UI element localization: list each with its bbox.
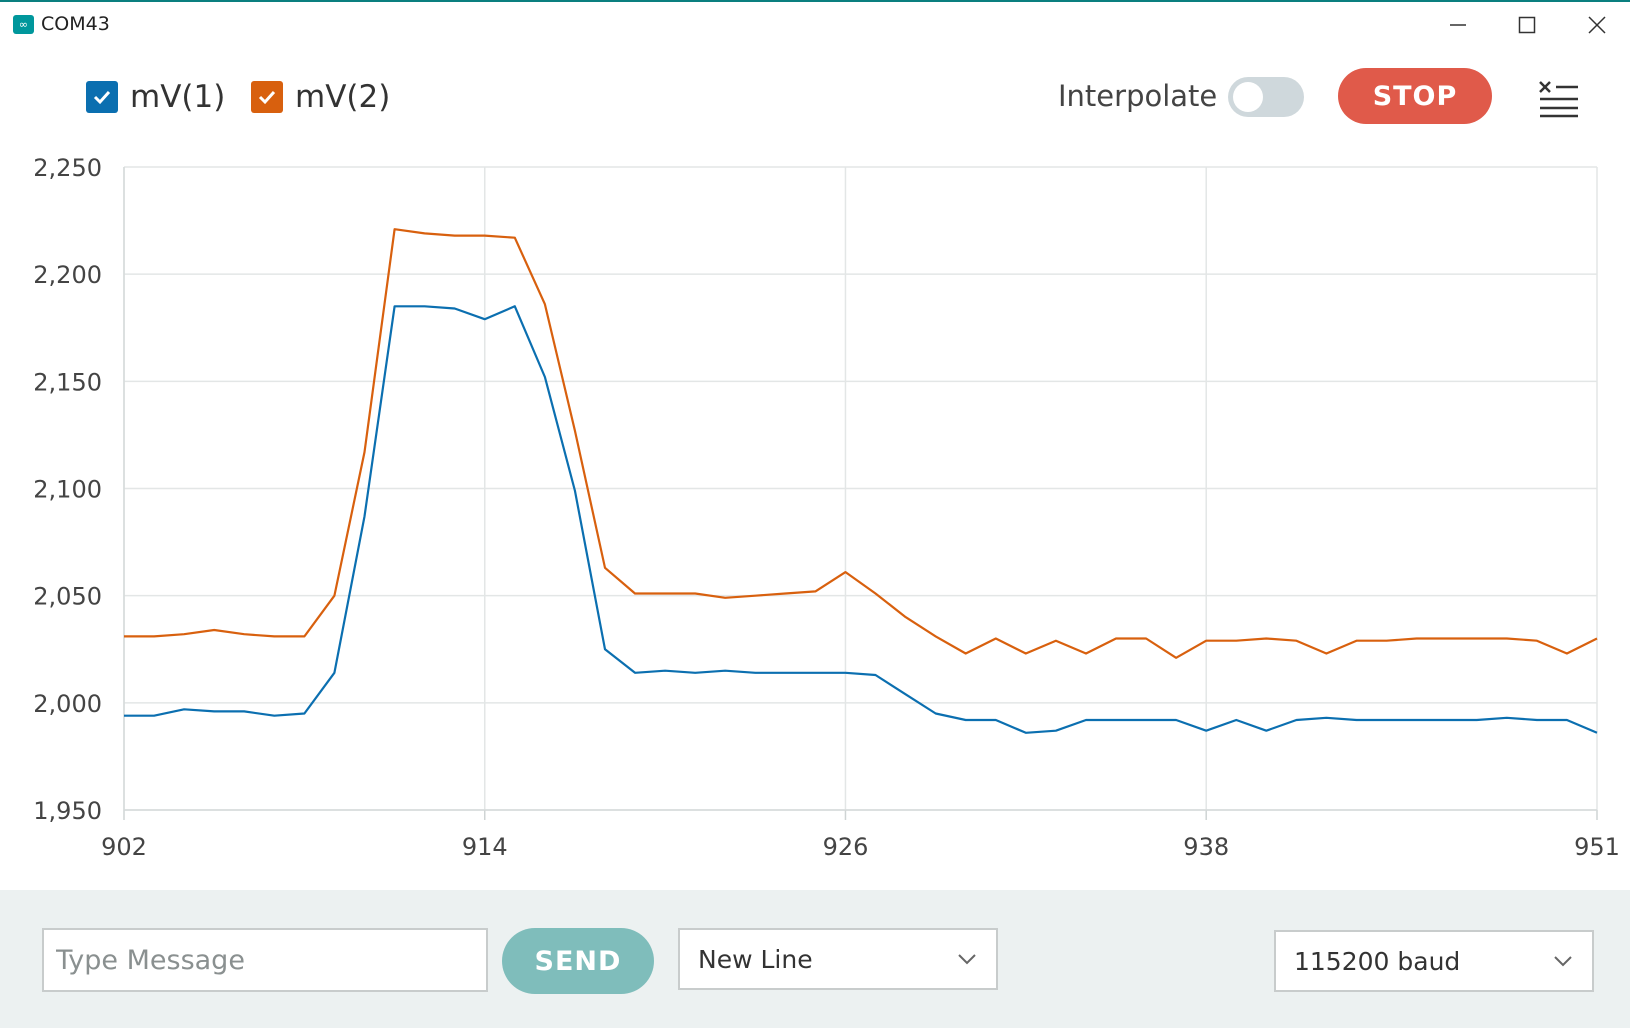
y-tick-label: 2,250 — [33, 154, 102, 182]
legend-label-mv2: mV(2) — [295, 79, 391, 115]
title-bar: ∞ COM43 — [0, 0, 1630, 46]
serial-input-bar: SEND New Line 115200 baud — [0, 890, 1630, 1028]
x-tick-label: 914 — [462, 833, 508, 861]
baud-rate-value: 115200 baud — [1294, 946, 1461, 976]
minimize-icon — [1450, 24, 1466, 26]
legend-item-mv2[interactable]: mV(2) — [251, 79, 390, 115]
chevron-down-icon — [952, 944, 982, 974]
interpolate-label: Interpolate — [1058, 79, 1218, 113]
baud-rate-select[interactable]: 115200 baud — [1274, 930, 1594, 992]
close-icon — [1588, 16, 1606, 34]
serial-plot-chart: 2,250 2,200 2,150 2,100 2,050 2,000 1,950 902 91… — [0, 140, 1630, 890]
y-tick-label: 2,100 — [33, 476, 102, 504]
y-tick-label: 2,000 — [33, 690, 102, 718]
series-line-mv1 — [124, 305, 1598, 734]
x-tick-label: 951 — [1574, 833, 1620, 861]
clear-output-button[interactable] — [1538, 78, 1580, 118]
minimize-button[interactable] — [1428, 8, 1488, 42]
arduino-infinity-icon: ∞ — [13, 15, 34, 34]
x-tick-label: 902 — [101, 833, 147, 861]
line-ending-value: New Line — [698, 944, 813, 974]
plotter-toolbar: mV(1) mV(2) Interpolate STOP — [0, 60, 1630, 140]
legend-label-mv1: mV(1) — [130, 79, 226, 115]
plot-svg: 2,250 2,200 2,150 2,100 2,050 2,000 1,950 902 91… — [33, 154, 1620, 861]
send-button[interactable]: SEND — [502, 928, 654, 994]
maximize-button[interactable] — [1497, 8, 1557, 42]
chevron-down-icon — [1548, 946, 1578, 976]
x-tick-label: 926 — [823, 833, 869, 861]
y-tick-label: 2,050 — [33, 583, 102, 611]
interpolate-toggle[interactable] — [1228, 77, 1304, 117]
series-checkbox-mv2[interactable] — [251, 81, 283, 113]
clear-list-icon — [1539, 81, 1578, 118]
y-tick-label: 2,150 — [33, 368, 102, 396]
series-line-mv2 — [124, 228, 1598, 659]
window-title: COM43 — [41, 13, 110, 35]
close-button[interactable] — [1567, 8, 1627, 42]
stop-button[interactable]: STOP — [1338, 68, 1492, 124]
line-ending-select[interactable]: New Line — [678, 928, 998, 990]
maximize-icon — [1518, 16, 1536, 34]
x-tick-label: 938 — [1183, 833, 1229, 861]
toggle-knob — [1233, 82, 1263, 112]
check-icon — [258, 90, 276, 105]
series-checkbox-mv1[interactable] — [86, 81, 118, 113]
message-input[interactable] — [42, 928, 488, 992]
y-tick-label: 2,200 — [33, 261, 102, 289]
check-icon — [93, 90, 111, 105]
y-tick-label: 1,950 — [33, 797, 102, 825]
legend-item-mv1[interactable]: mV(1) — [86, 79, 225, 115]
